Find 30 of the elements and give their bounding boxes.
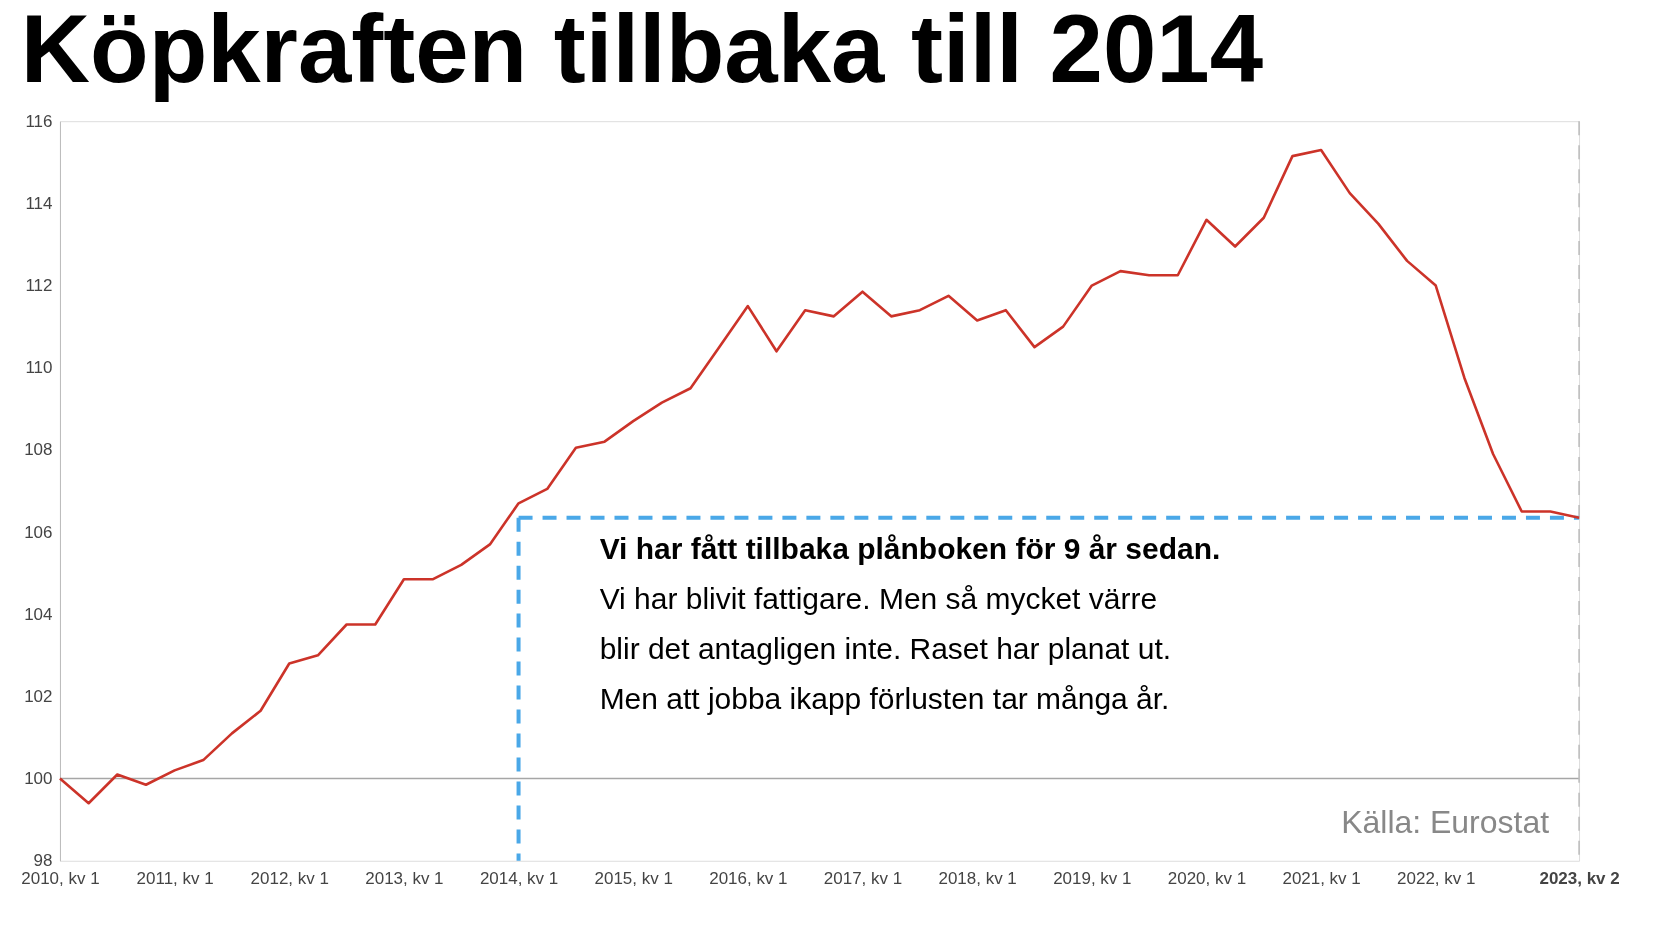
- x-tick-label: 2019, kv 1: [1053, 869, 1132, 889]
- y-tick-label: 100: [24, 769, 53, 789]
- x-tick-label: 2010, kv 1: [21, 869, 100, 889]
- y-tick-label: 108: [24, 440, 53, 460]
- x-tick-label: 2014, kv 1: [479, 869, 559, 889]
- x-tick-label: 2013, kv 1: [365, 869, 444, 889]
- y-tick-label: 106: [24, 522, 53, 542]
- y-tick-label: 116: [25, 111, 53, 131]
- x-tick-label: 2018, kv 1: [938, 869, 1017, 889]
- x-tick-label: 2021, kv 1: [1282, 869, 1361, 889]
- annotation: blir det antagligen inte. Raset har planat ut.: [599, 632, 1172, 666]
- x-tick-label: 2022, kv 1: [1397, 869, 1476, 889]
- y-tick-label: 112: [25, 276, 53, 296]
- y-tick-label: 110: [25, 358, 53, 378]
- annotation: Vi har blivit fattigare. Men så mycket värre: [599, 582, 1158, 616]
- x-tick-label: 2017, kv 1: [823, 869, 903, 889]
- chart-title: Köpkraften tillbaka till 2014: [20, 0, 1264, 103]
- x-tick-label: 2020, kv 1: [1167, 869, 1247, 889]
- annotation: Vi har fått tillbaka plånboken för 9 år sedan.: [599, 532, 1221, 566]
- y-tick-label: 114: [25, 193, 53, 213]
- x-tick-label: 2012, kv 1: [250, 869, 329, 889]
- x-tick-label: 2023, kv 2: [1539, 869, 1620, 889]
- x-tick-label: 2016, kv 1: [709, 869, 788, 889]
- x-tick-label: 2011, kv 1: [136, 869, 214, 889]
- annotation: Men att jobba ikapp förlusten tar många år.: [599, 682, 1170, 716]
- y-tick-label: 98: [33, 851, 53, 871]
- x-tick-label: 2015, kv 1: [594, 869, 673, 889]
- annotation: Källa: Eurostat: [1341, 803, 1550, 840]
- y-tick-label: 104: [24, 604, 53, 624]
- y-tick-label: 102: [24, 686, 53, 706]
